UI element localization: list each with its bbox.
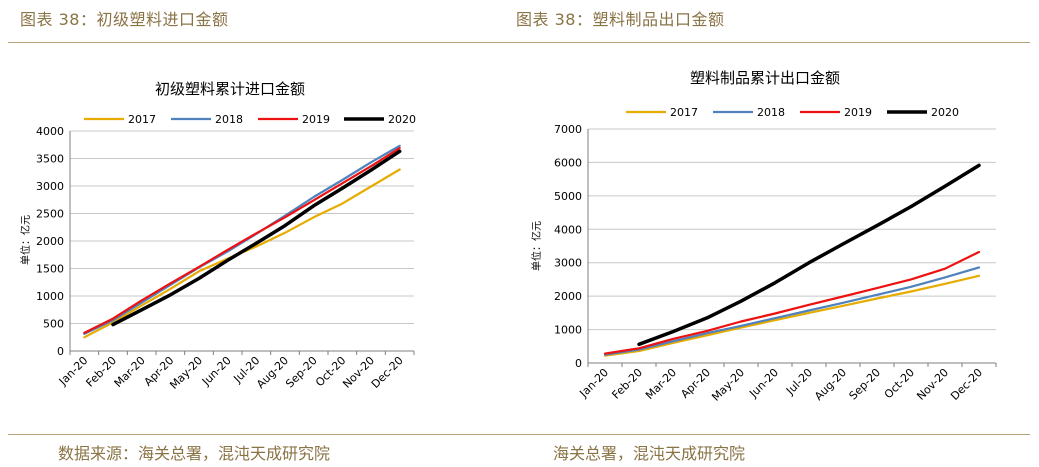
x-tick-label: Aug-20 [812, 366, 849, 403]
x-tick-label: May-20 [167, 354, 205, 392]
left-figure-title: 图表 38：初级塑料进口金额 [20, 10, 229, 29]
series-line-2019 [603, 250, 981, 355]
x-tick-label: Aug-20 [254, 354, 291, 391]
y-tick-label: 3500 [36, 153, 64, 166]
x-tick-label: Jul-20 [783, 366, 815, 398]
y-axis-label: 单位：亿元 [530, 221, 543, 271]
y-tick-label: 2500 [36, 208, 64, 221]
x-tick-label: Sep-20 [283, 354, 320, 391]
y-tick-label: 1500 [36, 263, 64, 276]
x-tick-label: Jan-20 [577, 366, 612, 401]
left-source-note: 数据来源：海关总署，混沌天成研究院 [58, 444, 331, 463]
y-tick-label: 3000 [36, 180, 64, 193]
chart-title: 初级塑料累计进口金额 [155, 80, 305, 98]
y-tick-label: 1000 [554, 324, 582, 337]
legend-label-2017: 2017 [128, 113, 156, 126]
x-tick-label: Feb-20 [609, 366, 645, 402]
y-tick-label: 6000 [554, 156, 582, 169]
x-tick-label: May-20 [709, 366, 747, 404]
series-line-2020 [111, 149, 402, 327]
legend-label-2019: 2019 [302, 113, 330, 126]
x-tick-label: Jun-20 [199, 354, 234, 389]
right-chart: 塑料制品累计出口金额 0 1000 2000 3000 4000 5000 6000 7000 J… [530, 69, 997, 404]
series-line-2020 [637, 163, 981, 347]
left-chart: 初级塑料累计进口金额 0 500 1000 1500 2000 2500 3000 3500 40… [19, 80, 416, 392]
y-tick-label: 3000 [554, 257, 582, 270]
top-rule [8, 42, 1030, 43]
y-tick-label: 4000 [36, 125, 64, 138]
series-line-2019 [83, 147, 401, 334]
series-line-2018 [603, 266, 981, 356]
y-tick-label: 2000 [36, 235, 64, 248]
x-tick-label: Apr-20 [678, 366, 713, 401]
legend-label-2018: 2018 [215, 113, 243, 126]
legend-label-2020: 2020 [388, 113, 416, 126]
bottom-rule [8, 434, 1030, 435]
chart-title: 塑料制品累计出口金额 [690, 69, 840, 87]
series-line-2017 [603, 274, 981, 357]
right-figure-title: 图表 38：塑料制品出口金额 [516, 10, 725, 29]
y-tick-label: 7000 [554, 123, 582, 136]
right-source-note: 海关总署，混沌天成研究院 [553, 444, 746, 463]
x-tick-label: Mar-20 [643, 366, 679, 402]
legend-label-2018: 2018 [757, 106, 785, 119]
y-tick-label: 4000 [554, 223, 582, 236]
y-tick-label: 1000 [36, 290, 64, 303]
y-axis-label: 单位：亿元 [19, 215, 32, 265]
legend-label-2020: 2020 [931, 106, 959, 119]
legend-label-2017: 2017 [670, 106, 698, 119]
x-tick-label: Jun-20 [746, 366, 781, 401]
x-tick-label: Dec-20 [369, 354, 406, 391]
x-tick-label: Mar-20 [112, 354, 148, 390]
x-tick-label: Sep-20 [847, 366, 884, 403]
x-tick-label: Dec-20 [948, 366, 985, 403]
x-tick-label: Oct-20 [882, 366, 917, 401]
y-tick-label: 5000 [554, 190, 582, 203]
y-tick-label: 0 [57, 345, 64, 358]
y-tick-label: 500 [43, 318, 64, 331]
x-tick-label: Nov-20 [914, 366, 951, 403]
y-tick-label: 0 [575, 357, 582, 370]
y-tick-label: 2000 [554, 290, 582, 303]
legend-label-2019: 2019 [844, 106, 872, 119]
